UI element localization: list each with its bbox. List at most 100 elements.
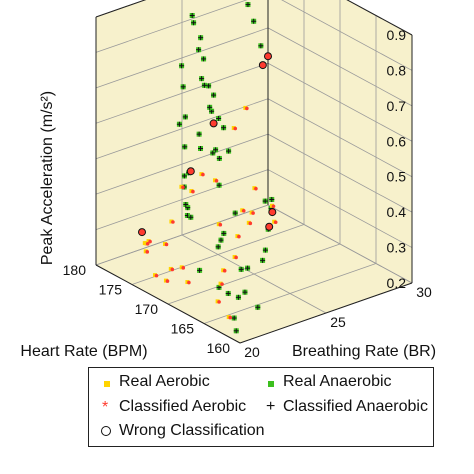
legend-marker-classified-aerobic: * xyxy=(102,399,109,416)
point-classified-anaerobic xyxy=(183,201,189,207)
grid-lines xyxy=(95,0,413,344)
grid-line-y xyxy=(267,204,413,284)
point-classified-anaerobic xyxy=(196,47,202,53)
chart-legend: Real Aerobic Real Anaerobic * Classified… xyxy=(88,367,434,447)
point-classified-anaerobic xyxy=(201,82,207,88)
point-wrong-classification xyxy=(209,119,218,128)
z-tick-label: 0.3 xyxy=(387,240,407,256)
point-classified-anaerobic xyxy=(251,18,257,24)
point-classified-anaerobic xyxy=(188,214,194,220)
legend-label-classified-aerobic: Classified Aerobic xyxy=(119,398,247,415)
point-classified-aerobic xyxy=(170,267,175,272)
z-tick-label: 0.9 xyxy=(387,27,407,43)
point-classified-anaerobic xyxy=(199,76,205,82)
point-classified-anaerobic xyxy=(216,155,222,161)
point-classified-aerobic xyxy=(220,282,224,286)
legend-label-real-aerobic: Real Aerobic xyxy=(119,373,210,390)
point-classified-aerobic xyxy=(241,208,246,213)
axis-edge xyxy=(346,0,413,36)
point-classified-anaerobic xyxy=(255,304,261,310)
point-classified-aerobic xyxy=(273,220,278,225)
z-tick-label: 0.4 xyxy=(387,204,407,220)
point-classified-anaerobic xyxy=(262,247,268,253)
point-classified-anaerobic xyxy=(215,244,221,250)
grid-line-y xyxy=(181,234,327,314)
point-wrong-classification xyxy=(265,222,274,231)
point-classified-aerobic xyxy=(237,234,241,239)
point-wrong-classification xyxy=(258,61,267,70)
point-classified-anaerobic xyxy=(213,147,219,153)
axis-labels: Peak Acceleration (m/s²) Heart Rate (BPM… xyxy=(20,91,436,360)
z-tick-label: 0.5 xyxy=(387,169,407,185)
point-classified-aerobic xyxy=(191,189,195,194)
point-classified-anaerobic xyxy=(211,92,217,98)
point-classified-aerobic xyxy=(228,315,233,320)
point-classified-aerobic xyxy=(145,250,150,254)
point-classified-anaerobic xyxy=(180,84,186,90)
point-classified-anaerobic xyxy=(198,146,204,152)
point-classified-anaerobic xyxy=(179,63,185,69)
point-classified-aerobic xyxy=(234,255,238,260)
axis-edge xyxy=(239,282,413,344)
point-classified-anaerobic xyxy=(235,294,241,300)
x-tick-label: 170 xyxy=(135,301,159,317)
point-classified-aerobic xyxy=(217,300,221,304)
point-classified-aerobic xyxy=(164,242,169,247)
axis-edge xyxy=(95,0,147,18)
point-classified-anaerobic xyxy=(242,289,248,295)
point-wrong-classification xyxy=(186,167,195,176)
point-classified-anaerobic xyxy=(182,144,188,150)
point-classified-anaerobic xyxy=(197,267,203,273)
point-classified-anaerobic xyxy=(176,121,182,127)
y-axis-label: Breathing Rate (BR) xyxy=(292,343,436,360)
point-classified-aerobic xyxy=(222,268,227,273)
point-classified-anaerobic xyxy=(238,266,244,272)
point-classified-aerobic xyxy=(245,106,249,111)
axis-edge xyxy=(95,264,241,344)
point-classified-aerobic xyxy=(154,273,159,278)
point-classified-aerobic xyxy=(254,186,258,191)
z-tick-label: 0.8 xyxy=(387,62,407,78)
point-classified-aerobic xyxy=(181,266,186,270)
point-classified-anaerobic xyxy=(189,13,195,18)
point-classified-anaerobic xyxy=(216,182,222,188)
x-tick-label: 165 xyxy=(171,321,195,337)
point-classified-anaerobic xyxy=(206,83,212,89)
point-classified-aerobic xyxy=(187,280,191,285)
legend-marker-real-anaerobic xyxy=(268,381,274,387)
point-classified-anaerobic xyxy=(218,237,224,243)
z-tick-label: 0.2 xyxy=(387,275,407,291)
point-classified-anaerobic xyxy=(216,284,222,290)
point-classified-aerobic xyxy=(218,222,223,227)
data-points xyxy=(138,2,278,334)
point-classified-aerobic xyxy=(181,185,185,190)
point-classified-anaerobic xyxy=(221,125,227,131)
z-axis-label: Peak Acceleration (m/s²) xyxy=(39,91,56,265)
point-classified-anaerobic xyxy=(245,265,251,271)
y-tick-label: 20 xyxy=(244,344,260,360)
x-axis-label: Heart Rate (BPM) xyxy=(20,343,147,360)
point-classified-anaerobic xyxy=(258,43,264,49)
point-classified-anaerobic xyxy=(260,257,266,263)
point-classified-aerobic xyxy=(165,279,170,283)
legend-label-classified-anaerobic: Classified Anaerobic xyxy=(283,398,428,415)
axis-panes xyxy=(96,0,412,343)
z-tick-label: 0.7 xyxy=(387,98,407,114)
legend-marker-wrong-classification xyxy=(101,426,111,436)
legend-marker-classified-anaerobic: + xyxy=(266,398,276,415)
point-classified-anaerobic xyxy=(207,104,213,110)
legend-marker-real-aerobic xyxy=(104,381,110,387)
point-wrong-classification xyxy=(264,52,272,61)
x-tick-label: 180 xyxy=(63,262,87,278)
point-classified-anaerobic xyxy=(196,131,202,137)
point-classified-anaerobic xyxy=(216,115,222,121)
legend-label-real-anaerobic: Real Anaerobic xyxy=(283,373,392,390)
point-classified-anaerobic xyxy=(201,56,207,62)
point-classified-aerobic xyxy=(145,241,150,246)
point-classified-anaerobic xyxy=(198,35,204,41)
point-classified-anaerobic xyxy=(225,290,231,296)
point-classified-aerobic xyxy=(201,172,205,177)
point-wrong-classification xyxy=(138,228,146,237)
point-classified-anaerobic xyxy=(221,230,227,236)
